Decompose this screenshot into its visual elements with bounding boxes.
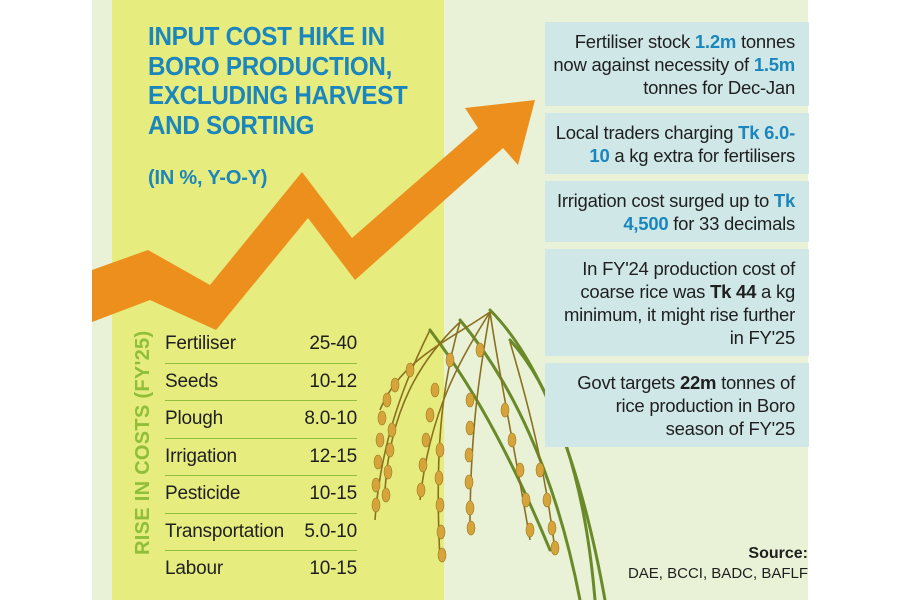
fact-text: tonnes for Dec-Jan: [643, 77, 795, 98]
facts-column: Fertiliser stock 1.2m tonnes now against…: [545, 22, 809, 454]
fact-text: Fertiliser stock: [574, 31, 695, 52]
fact-box-local-traders: Local traders charging Tk 6.0-10 a kg ex…: [545, 113, 809, 174]
source-note: Source: DAE, BCCI, BADC, BAFLF: [628, 544, 808, 584]
fact-highlight: 1.2m: [694, 31, 737, 52]
fact-box-govt-target: Govt targets 22m tonnes of rice producti…: [545, 363, 809, 447]
cost-row-transportation: Transportation 5.0-10: [165, 514, 357, 551]
fact-box-irrigation-cost: Irrigation cost surged up to Tk 4,500 fo…: [545, 181, 809, 242]
cost-label: Labour: [165, 558, 223, 580]
cost-label: Irrigation: [165, 445, 237, 467]
fact-box-fertiliser-stock: Fertiliser stock 1.2m tonnes now against…: [545, 22, 809, 106]
cost-label: Pesticide: [165, 483, 241, 505]
cost-value: 10-15: [309, 558, 357, 580]
fact-text: Irrigation cost surged up to: [556, 190, 774, 211]
cost-label: Fertiliser: [165, 333, 236, 355]
cost-row-seeds: Seeds 10-12: [165, 364, 357, 401]
cost-label: Seeds: [165, 370, 218, 392]
fact-highlight: 22m: [679, 372, 717, 393]
fact-highlight: Tk 44: [710, 281, 757, 302]
source-text: DAE, BCCI, BADC, BAFLF: [627, 565, 808, 582]
fact-text: for 33 decimals: [668, 213, 795, 234]
cost-row-plough: Plough 8.0-10: [165, 401, 357, 439]
cost-value: 25-40: [309, 333, 357, 355]
fact-text: tonnes of rice production in Boro season…: [615, 372, 796, 439]
cost-value: 12-15: [309, 445, 357, 467]
rice-stalk-illustration: [371, 308, 607, 600]
cost-row-irrigation: Irrigation 12-15: [165, 439, 357, 476]
cost-value: 10-12: [309, 370, 357, 392]
fact-text: Govt targets: [577, 372, 680, 393]
cost-row-fertiliser: Fertiliser 25-40: [165, 326, 357, 364]
cost-label: Transportation: [165, 520, 285, 542]
vertical-axis-label: RISE IN COSTS (FY'25): [132, 330, 154, 555]
fact-text: a kg extra for fertilisers: [609, 145, 795, 166]
cost-row-pesticide: Pesticide 10-15: [165, 476, 357, 514]
page-subtitle: (IN %, Y-O-Y): [148, 167, 268, 189]
cost-row-labour: Labour 10-15: [165, 551, 357, 588]
source-label: Source:: [748, 545, 808, 562]
fact-text: Local traders charging: [555, 122, 739, 143]
cost-value: 10-15: [309, 483, 357, 505]
fact-text: In FY'24 production cost of coarse rice …: [580, 258, 795, 302]
fact-highlight: Tk 6.0-10: [589, 122, 795, 166]
fact-box-production-cost: In FY'24 production cost of coarse rice …: [545, 249, 809, 356]
cost-label: Plough: [165, 408, 223, 430]
cost-value: 8.0-10: [304, 408, 357, 430]
page-title: INPUT COST HIKE IN BORO PRODUCTION, EXCL…: [148, 21, 408, 140]
fact-highlight: Tk 4,500: [623, 190, 795, 234]
fact-text: a kg minimum, it might rise further in F…: [564, 281, 795, 348]
cost-table: Fertiliser 25-40 Seeds 10-12 Plough 8.0-…: [165, 326, 357, 588]
fact-text: tonnes now against necessity of: [553, 31, 795, 75]
cost-value: 5.0-10: [304, 520, 357, 542]
fact-highlight: 1.5m: [753, 54, 795, 75]
